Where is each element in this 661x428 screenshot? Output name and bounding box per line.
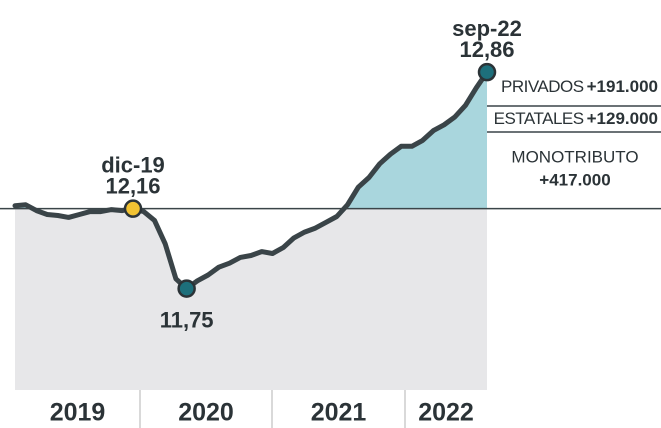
point-marker [177,279,196,298]
breakdown-value: +417.000 [539,170,610,189]
point-label: 12,16 [105,173,160,198]
point-category: sep-22 [452,16,522,41]
breakdown-row: ESTATALES +129.000 [494,109,658,128]
point-category: dic-19 [101,152,165,177]
point-label: 11,75 [160,307,214,332]
x-axis-label: 2020 [178,399,234,427]
point-marker [477,62,497,82]
x-axis-label: 2022 [418,399,474,427]
breakdown-value: +191.000 [587,77,658,96]
area-above [15,72,487,209]
x-axis-label: 2019 [50,399,106,427]
breakdown-name: MONOTRIBUTO [511,147,638,166]
point-label: 12,86 [459,37,514,62]
point-marker [123,199,143,218]
breakdown-name: ESTATALES [494,109,584,128]
breakdown-value: +129.000 [587,109,658,128]
breakdown-name: PRIVADOS [501,77,584,96]
x-axis-label: 2021 [311,399,367,427]
line [12,69,490,292]
area-below [15,208,487,390]
breakdown-row: PRIVADOS +191.000 [501,77,658,96]
